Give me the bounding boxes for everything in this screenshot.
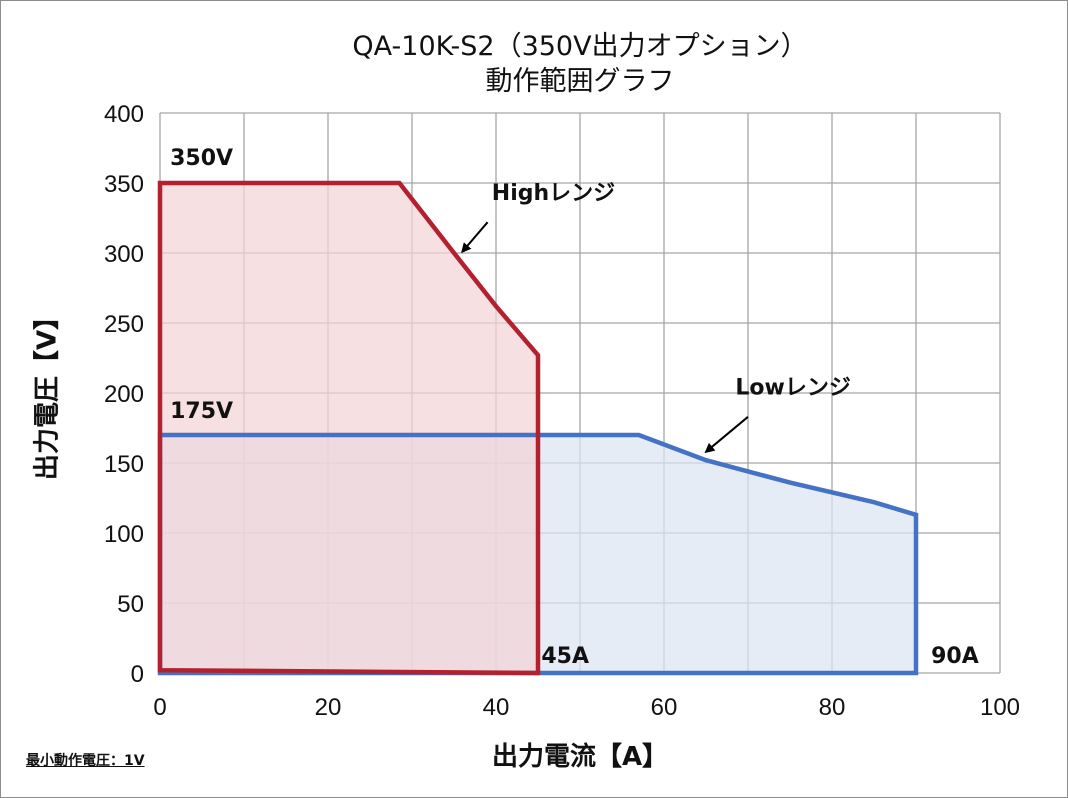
annotation-v175: 175V [170,399,233,424]
y-tick-label: 350 [104,171,144,198]
x-tick-label: 60 [651,694,678,721]
y-tick-label: 400 [104,101,144,128]
area-outline-high [157,180,541,676]
area-outline-low [157,432,919,676]
x-tick-label: 40 [483,694,510,721]
x-tick-label: 0 [153,694,166,721]
annotation-high_range: Highレンジ [492,181,615,206]
x-tick-label: 80 [819,694,846,721]
annotation-a45: 45A [541,644,589,669]
footnote: 最小動作電圧：1V [26,753,145,769]
y-tick-label: 0 [131,661,144,688]
y-tick-label: 50 [117,591,144,618]
annotation-v350: 350V [170,146,233,171]
chart-title: QA-10K-S2（350V出力オプション） [352,31,808,62]
y-tick-label: 100 [104,521,144,548]
y-tick-label: 150 [104,451,144,478]
x-axis-label: 出力電流【A】 [491,742,669,772]
y-tick-label: 300 [104,241,144,268]
x-tick-label: 100 [980,694,1020,721]
annotations: Highレンジ Lowレンジ 350V 175V 45A 90A [170,146,979,669]
chart-subtitle: 動作範囲グラフ [485,66,675,97]
annotation-low_range: Lowレンジ [735,375,850,400]
annotation-arrow-high_range [461,221,489,254]
annotation-a90: 90A [931,644,979,669]
annotation-arrow-low_range [704,416,749,454]
y-tick-label: 250 [104,311,144,338]
y-axis-label: 出力電圧【V】 [32,303,63,481]
operating-areas [157,180,919,676]
x-tick-label: 20 [315,694,342,721]
y-tick-label: 200 [104,381,144,408]
area-fill-high [160,183,538,673]
axis-ticks: 0 20 40 60 80 100 0 50 100 150 200 250 300 350 400 [104,101,1020,721]
